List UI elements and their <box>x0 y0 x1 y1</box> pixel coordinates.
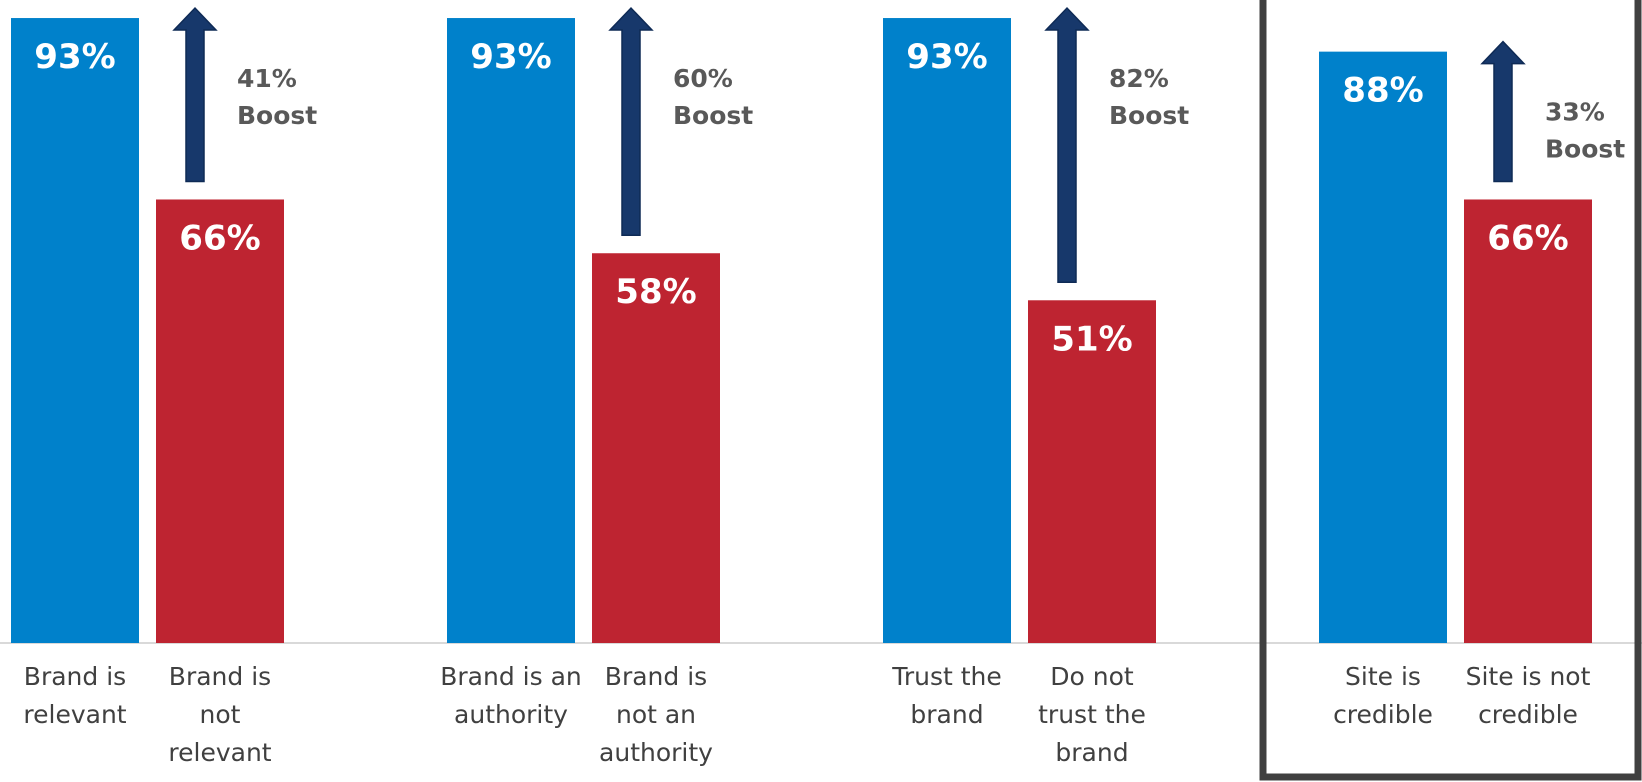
category-label-line: Brand is <box>24 662 126 691</box>
boost-label-line: 41% <box>237 64 297 93</box>
category-label-line: Site is not <box>1466 662 1591 691</box>
boost-label-line: Boost <box>673 101 753 130</box>
bar-value-label: 51% <box>1051 319 1132 359</box>
category-label-line: not an <box>616 700 696 729</box>
boost-label-line: Boost <box>1545 135 1625 164</box>
category-label: Trust the brand <box>891 662 1002 729</box>
category-label-line: authority <box>599 738 713 767</box>
category-label-line: Trust the <box>891 662 1002 691</box>
category-label-line: Site is <box>1345 662 1421 691</box>
bar-negative-1 <box>156 199 284 644</box>
category-label-line: authority <box>454 700 568 729</box>
bar-negative-3 <box>1028 300 1156 643</box>
boost-label-line: Boost <box>237 101 317 130</box>
boost-arrow-icon <box>1044 6 1090 284</box>
boost-label: 60% Boost <box>673 64 753 130</box>
bar-positive-3 <box>883 18 1011 644</box>
highlight-frame <box>1259 0 1642 781</box>
category-label-line: brand <box>1055 738 1128 767</box>
boost-label-line: 82% <box>1109 64 1169 93</box>
category-label-line: Do not <box>1050 662 1134 691</box>
boost-arrow-icon <box>172 6 218 183</box>
boost-label: 41% Boost <box>237 64 317 130</box>
category-label: Do not trust the brand <box>1038 662 1146 767</box>
bar-positive-2 <box>447 18 575 644</box>
category-label-line: credible <box>1478 700 1578 729</box>
bar-value-label: 93% <box>470 37 551 77</box>
category-label-line: relevant <box>168 738 271 767</box>
category-label: Site is credible <box>1333 662 1433 729</box>
bar-negative-2 <box>592 253 720 644</box>
boost-label-line: Boost <box>1109 101 1189 130</box>
boost-label-line: 60% <box>673 64 733 93</box>
bar-value-label: 93% <box>906 37 987 77</box>
category-label-line: not <box>200 700 241 729</box>
bar-positive-1 <box>11 18 139 644</box>
category-label-line: trust the <box>1038 700 1146 729</box>
boost-arrow-icon <box>608 6 654 236</box>
boost-arrow-icon <box>1480 40 1526 183</box>
boost-label: 33% Boost <box>1545 98 1625 164</box>
bar-value-label: 93% <box>34 37 115 77</box>
boost-label-line: 33% <box>1545 98 1605 127</box>
bar-negative-4 <box>1464 199 1592 644</box>
category-label: Brand is not relevant <box>168 662 271 767</box>
bar-value-label: 66% <box>179 218 260 258</box>
category-label-line: Brand is an <box>440 662 582 691</box>
category-label-line: credible <box>1333 700 1433 729</box>
category-label: Brand is not an authority <box>599 662 713 767</box>
category-label-line: Brand is <box>169 662 271 691</box>
bar-value-label: 66% <box>1487 218 1568 258</box>
category-label: Site is not credible <box>1466 662 1591 729</box>
bar-positive-4 <box>1319 51 1447 643</box>
bar-value-label: 58% <box>615 272 696 312</box>
boost-label: 82% Boost <box>1109 64 1189 130</box>
bar-value-label: 88% <box>1342 71 1423 111</box>
category-label: Brand is an authority <box>440 662 582 729</box>
category-label: Brand is relevant <box>23 662 126 729</box>
category-label-line: Brand is <box>605 662 707 691</box>
category-label-line: brand <box>910 700 983 729</box>
category-label-line: relevant <box>23 700 126 729</box>
